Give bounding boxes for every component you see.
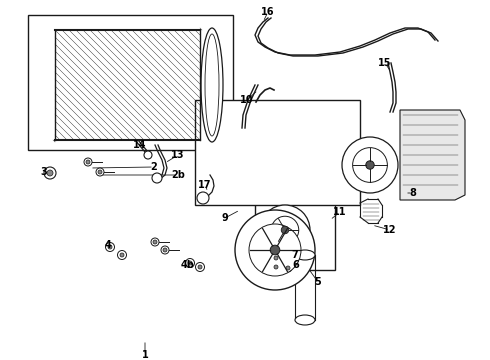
Ellipse shape	[205, 34, 219, 136]
Circle shape	[163, 248, 167, 252]
Circle shape	[342, 137, 398, 193]
Circle shape	[152, 173, 162, 183]
Text: 8: 8	[410, 188, 416, 198]
Circle shape	[260, 205, 310, 255]
Circle shape	[353, 148, 388, 183]
Circle shape	[286, 266, 290, 270]
Text: 11: 11	[333, 207, 347, 217]
Circle shape	[151, 238, 159, 246]
Circle shape	[198, 265, 202, 269]
Text: 1: 1	[142, 350, 148, 360]
Circle shape	[281, 226, 289, 234]
Circle shape	[84, 158, 92, 166]
Text: 9: 9	[221, 213, 228, 223]
Circle shape	[272, 263, 280, 271]
Text: 16: 16	[261, 7, 275, 17]
Text: 5: 5	[315, 277, 321, 287]
Circle shape	[272, 254, 280, 262]
Text: 6: 6	[293, 260, 299, 270]
Circle shape	[366, 161, 374, 169]
Circle shape	[47, 170, 53, 176]
Circle shape	[96, 168, 104, 176]
Circle shape	[188, 261, 192, 265]
Circle shape	[271, 216, 299, 244]
Circle shape	[105, 243, 115, 252]
Circle shape	[186, 258, 195, 267]
Text: 17: 17	[198, 180, 212, 190]
Bar	[195, 100, 360, 205]
Circle shape	[249, 224, 301, 276]
Circle shape	[108, 245, 112, 249]
Text: 10: 10	[240, 95, 254, 105]
Text: 4: 4	[105, 240, 111, 250]
Ellipse shape	[201, 28, 223, 142]
Circle shape	[98, 170, 102, 174]
Circle shape	[274, 265, 278, 269]
Circle shape	[197, 192, 209, 204]
Circle shape	[144, 151, 152, 159]
Circle shape	[274, 256, 278, 260]
Circle shape	[120, 253, 124, 257]
Circle shape	[284, 264, 292, 272]
Text: 3: 3	[41, 167, 48, 177]
Ellipse shape	[295, 250, 315, 260]
Circle shape	[270, 245, 280, 255]
Text: 7: 7	[292, 250, 298, 260]
Text: 2: 2	[150, 162, 157, 172]
Circle shape	[161, 246, 169, 254]
Text: 12: 12	[383, 225, 397, 235]
Circle shape	[86, 160, 90, 164]
Circle shape	[118, 251, 126, 260]
Ellipse shape	[295, 315, 315, 325]
Circle shape	[235, 210, 315, 290]
Text: 14: 14	[133, 140, 147, 150]
Text: 4b: 4b	[181, 260, 195, 270]
Circle shape	[153, 240, 157, 244]
Circle shape	[44, 167, 56, 179]
Circle shape	[196, 262, 204, 271]
Text: 13: 13	[171, 150, 185, 160]
Polygon shape	[400, 110, 465, 200]
Text: 2b: 2b	[171, 170, 185, 180]
Bar	[28, 15, 233, 150]
Bar	[255, 195, 335, 270]
Text: 15: 15	[378, 58, 392, 68]
